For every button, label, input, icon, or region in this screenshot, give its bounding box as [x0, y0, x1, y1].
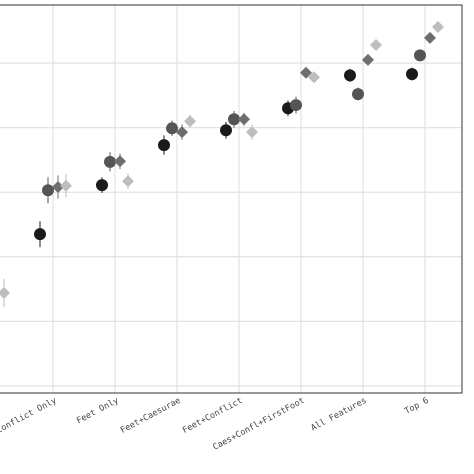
point: [114, 155, 126, 168]
x-tick-label: Feet Only: [75, 396, 120, 426]
x-labels: Conflict Only Feet OnlyFeet+CaesuraeFeet+…: [0, 396, 430, 453]
point: [352, 88, 364, 101]
point: [432, 20, 444, 33]
point: [406, 68, 418, 81]
panel-border: [0, 4, 463, 394]
point: [0, 286, 10, 299]
point: [122, 175, 134, 188]
point: [220, 124, 232, 137]
x-tick-label: Feet+Caesurae: [119, 396, 182, 436]
point: [370, 39, 382, 52]
point: [158, 139, 170, 152]
point: [344, 69, 356, 82]
point: [60, 179, 72, 192]
point: [52, 181, 64, 194]
x-tick-label: All Features: [309, 396, 368, 434]
point: [300, 66, 312, 79]
point: [184, 115, 196, 128]
point: [362, 53, 374, 66]
point: [42, 184, 54, 197]
x-tick-label: Conflict Only: [0, 396, 58, 436]
x-tick-label: Top 6: [403, 396, 430, 417]
point: [238, 113, 250, 126]
point: [308, 71, 320, 84]
point: [104, 155, 116, 168]
point: [166, 122, 178, 135]
x-tick-label: Feet+Conflict: [181, 396, 244, 436]
point: [414, 49, 426, 62]
point: [228, 113, 240, 126]
point: [96, 179, 108, 192]
point: [34, 228, 46, 241]
point: [246, 126, 258, 139]
point: [424, 31, 436, 44]
point: [176, 126, 188, 139]
point: [290, 99, 302, 112]
plot-area: [0, 5, 462, 393]
